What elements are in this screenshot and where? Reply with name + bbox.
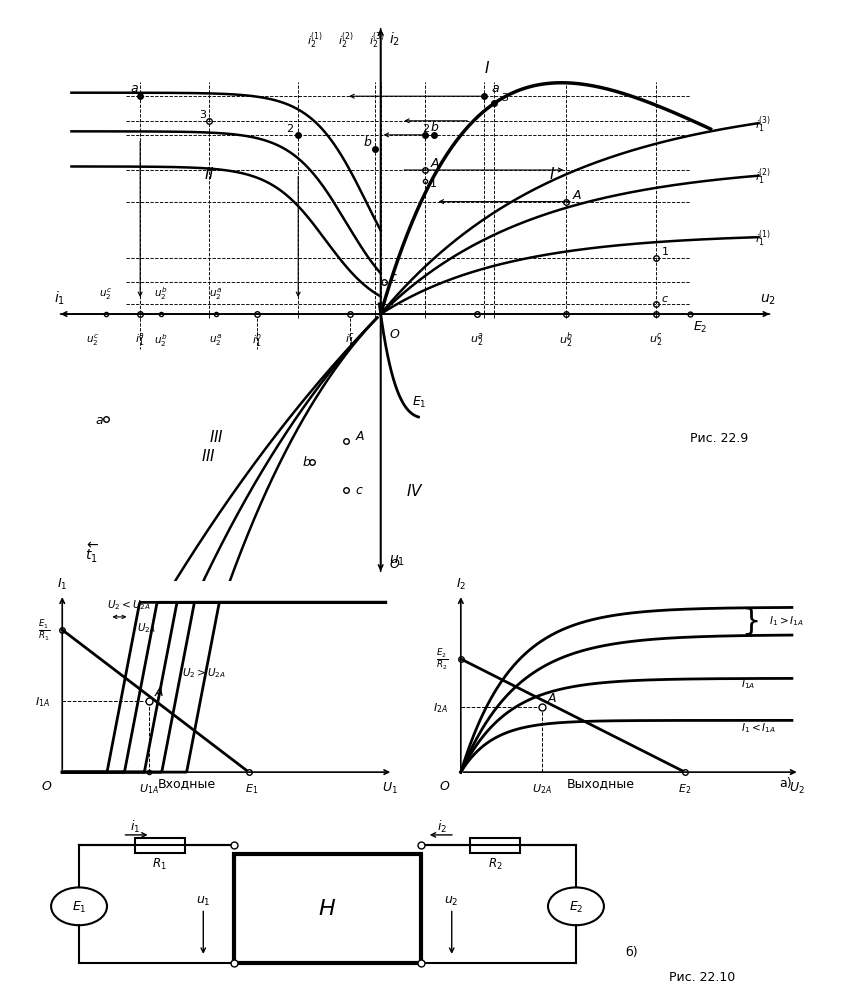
Text: $u_2^a$: $u_2^a$: [470, 330, 484, 347]
Text: $I_1$: $I_1$: [57, 577, 68, 591]
Text: $a$: $a$: [490, 82, 500, 94]
Text: $I$: $I$: [550, 166, 556, 182]
Text: $O$: $O$: [41, 779, 53, 792]
Text: $u_2^b$: $u_2^b$: [559, 330, 573, 350]
Text: $A$: $A$: [547, 691, 558, 705]
Text: $u_2$: $u_2$: [760, 292, 776, 306]
Text: $i_1^{(1)}$: $i_1^{(1)}$: [756, 228, 772, 248]
Text: $i_1^{(3)}$: $i_1^{(3)}$: [756, 113, 772, 134]
Text: $i_2^{(1)}$: $i_2^{(1)}$: [307, 31, 324, 52]
Text: $U_{1A}$: $U_{1A}$: [140, 781, 159, 795]
Text: $i_2$: $i_2$: [389, 31, 400, 48]
Text: $3$: $3$: [501, 90, 509, 102]
Text: $A$: $A$: [430, 157, 440, 170]
Text: $I_1 < I_{1A}$: $I_1 < I_{1A}$: [741, 721, 776, 734]
Text: $i_1^b$: $i_1^b$: [252, 330, 263, 350]
Text: $i_1$: $i_1$: [54, 289, 65, 306]
Text: $E_1$: $E_1$: [245, 781, 258, 795]
Text: $u_2^c$: $u_2^c$: [99, 286, 113, 302]
Bar: [135, 838, 185, 853]
Text: $u_1$: $u_1$: [196, 894, 211, 907]
Text: $E_1$: $E_1$: [72, 899, 86, 913]
Text: $A$: $A$: [154, 685, 164, 698]
Text: $u_2^b$: $u_2^b$: [154, 332, 168, 349]
Bar: [235, 854, 421, 963]
Text: $c$: $c$: [661, 294, 669, 304]
Text: Рис. 22.9: Рис. 22.9: [690, 431, 748, 444]
Text: $I_{1A}$: $I_{1A}$: [741, 677, 756, 691]
Text: $u_2^c$: $u_2^c$: [86, 332, 98, 348]
Text: $3$: $3$: [198, 108, 207, 120]
Text: $III$: $III$: [209, 428, 224, 444]
Text: $U_{2A}$: $U_{2A}$: [137, 620, 156, 634]
Text: $i_2^{(2)}$: $i_2^{(2)}$: [338, 31, 354, 52]
Text: $i_2$: $i_2$: [437, 818, 447, 834]
Text: $u_2$: $u_2$: [445, 894, 459, 907]
Text: $\frac{E_1}{R_1}$: $\frac{E_1}{R_1}$: [37, 618, 50, 642]
Text: $E_1$: $E_1$: [412, 395, 426, 411]
Text: $i_1^a$: $i_1^a$: [136, 330, 145, 347]
Text: $i_2^{(3)}$: $i_2^{(3)}$: [369, 31, 385, 52]
Text: $u_1$: $u_1$: [389, 553, 405, 568]
Text: Рис. 22.10: Рис. 22.10: [669, 970, 735, 983]
Text: }: }: [741, 606, 761, 635]
Text: Входные: Входные: [158, 776, 216, 789]
Text: $1$: $1$: [661, 246, 669, 257]
Bar: [470, 838, 520, 853]
Text: $b$: $b$: [363, 135, 373, 149]
Text: $u_2^a$: $u_2^a$: [209, 332, 222, 348]
Text: $IV$: $IV$: [406, 482, 424, 498]
Text: $2$: $2$: [285, 122, 294, 134]
Text: $c$: $c$: [355, 484, 363, 497]
Text: $A$: $A$: [355, 429, 365, 442]
Text: $E_2$: $E_2$: [568, 899, 584, 913]
Text: $a$: $a$: [130, 82, 139, 94]
Text: $O$: $O$: [389, 327, 401, 340]
Text: $I_{1A}$: $I_{1A}$: [35, 695, 50, 708]
Text: $i_1^c$: $i_1^c$: [345, 330, 355, 347]
Text: $O$: $O$: [440, 779, 451, 792]
Text: $u_2^c$: $u_2^c$: [649, 330, 662, 347]
Text: $U_2 > U_{2A}$: $U_2 > U_{2A}$: [181, 665, 225, 679]
Text: $R_1$: $R_1$: [152, 857, 167, 872]
Text: $1$: $1$: [429, 177, 437, 189]
Text: $U_2$: $U_2$: [789, 780, 805, 795]
Text: $R_2$: $R_2$: [488, 857, 502, 872]
Text: $b$: $b$: [430, 120, 440, 134]
Text: $U_1$: $U_1$: [382, 780, 398, 795]
Text: $O$: $O$: [389, 558, 401, 571]
Text: Выходные: Выходные: [567, 776, 635, 789]
Text: $U_2 < U_{2A}$: $U_2 < U_{2A}$: [107, 597, 151, 611]
Text: $c$: $c$: [389, 271, 397, 284]
Text: $I_{2A}$: $I_{2A}$: [433, 701, 448, 715]
Text: б): б): [626, 944, 639, 957]
Text: $A$: $A$: [572, 189, 582, 202]
Text: $I$: $I$: [484, 60, 490, 76]
Text: $U_{2A}$: $U_{2A}$: [533, 781, 552, 795]
Text: $u_2^a$: $u_2^a$: [209, 286, 222, 302]
Text: $u_2^b$: $u_2^b$: [154, 285, 168, 302]
Text: $\frac{E_2}{R_2}$: $\frac{E_2}{R_2}$: [436, 647, 448, 672]
Text: $II$: $II$: [203, 166, 214, 182]
Text: $\overleftarrow{t_1}$: $\overleftarrow{t_1}$: [86, 541, 99, 565]
Text: $E_2$: $E_2$: [678, 781, 691, 795]
Text: $III$: $III$: [202, 447, 217, 463]
Text: $I_2$: $I_2$: [456, 577, 466, 591]
Text: $b$: $b$: [302, 454, 311, 468]
Text: $i_1^{(2)}$: $i_1^{(2)}$: [756, 166, 772, 187]
Text: $i_1$: $i_1$: [130, 818, 140, 834]
Text: $H$: $H$: [318, 899, 336, 918]
Text: $2$: $2$: [422, 122, 430, 134]
Text: а): а): [779, 776, 792, 789]
Text: $a$: $a$: [96, 414, 104, 426]
Text: $E_2$: $E_2$: [694, 319, 708, 334]
Text: $I_1 > I_{1A}$: $I_1 > I_{1A}$: [769, 613, 804, 627]
